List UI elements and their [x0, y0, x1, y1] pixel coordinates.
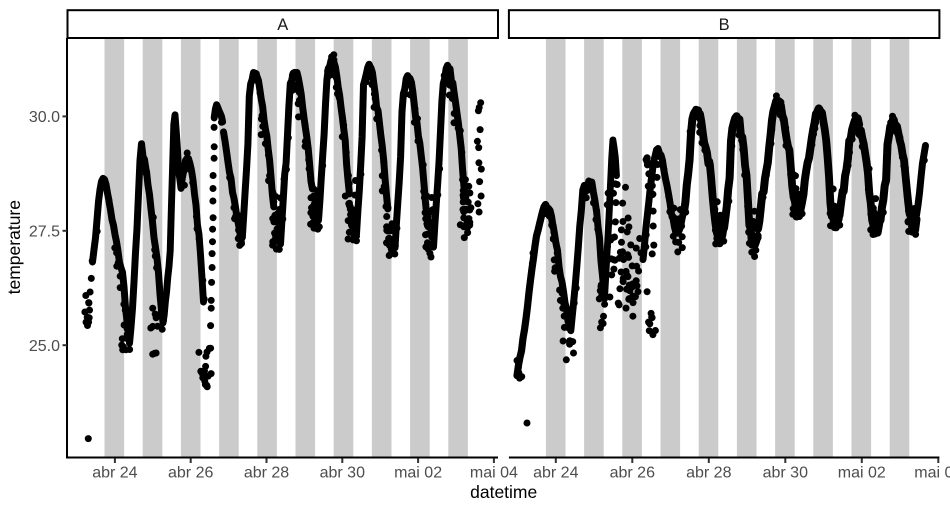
svg-text:temperature: temperature	[4, 200, 24, 294]
svg-text:datetime: datetime	[470, 482, 537, 502]
svg-text:abr 26: abr 26	[610, 465, 655, 482]
svg-text:abr 30: abr 30	[320, 465, 365, 482]
svg-text:abr 28: abr 28	[686, 465, 731, 482]
svg-text:abr 28: abr 28	[244, 465, 289, 482]
svg-text:25.0: 25.0	[29, 338, 60, 355]
svg-text:mai 02: mai 02	[838, 465, 886, 482]
svg-text:mai 04: mai 04	[470, 465, 518, 482]
svg-text:A: A	[277, 16, 288, 34]
svg-text:abr 26: abr 26	[168, 465, 213, 482]
svg-text:30.0: 30.0	[29, 109, 60, 126]
svg-text:abr 30: abr 30	[763, 465, 808, 482]
svg-text:mai 02: mai 02	[394, 465, 442, 482]
svg-text:abr 24: abr 24	[533, 465, 578, 482]
svg-text:27.5: 27.5	[29, 224, 60, 241]
svg-text:abr 24: abr 24	[92, 465, 137, 482]
svg-text:B: B	[719, 16, 730, 34]
svg-text:mai 04: mai 04	[914, 465, 950, 482]
